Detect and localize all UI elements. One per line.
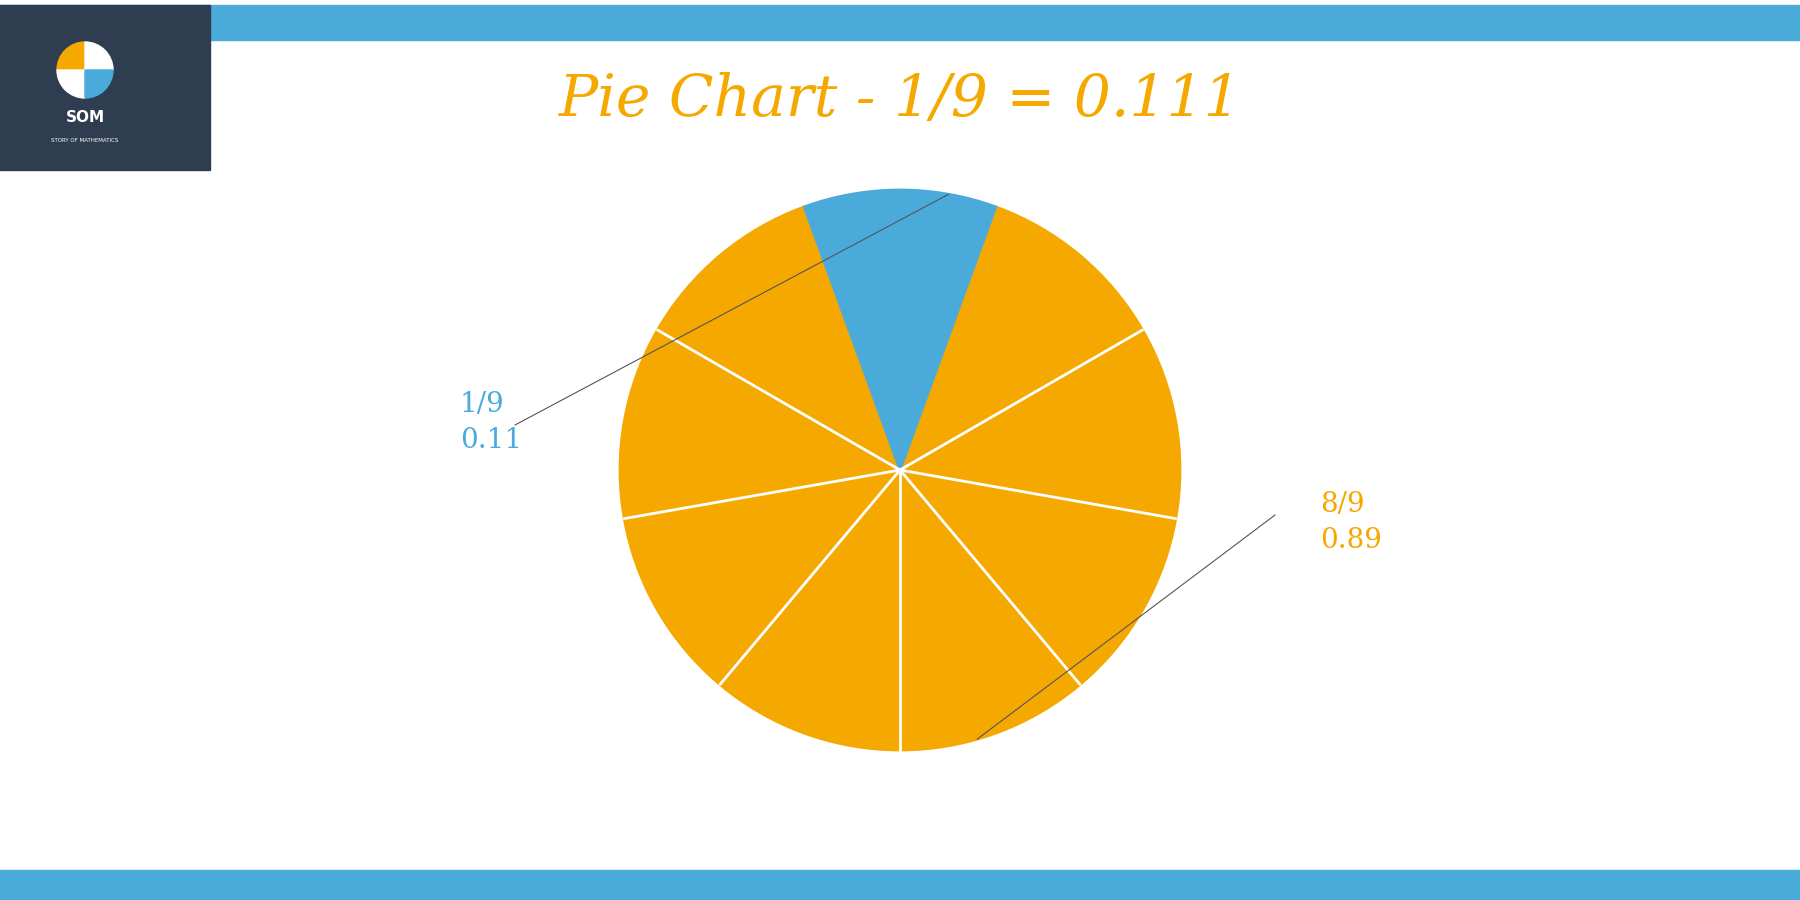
Text: 0.11: 0.11 [461, 427, 522, 454]
Text: 8/9: 8/9 [1319, 491, 1364, 518]
Wedge shape [58, 70, 85, 98]
Bar [0, 5, 1800, 40]
Wedge shape [85, 42, 113, 70]
Wedge shape [805, 190, 995, 470]
Bar [0, 5, 211, 170]
Text: 1/9: 1/9 [461, 392, 504, 418]
Wedge shape [58, 42, 85, 70]
Text: 0.89: 0.89 [1319, 526, 1382, 554]
Wedge shape [619, 207, 1181, 750]
Bar [0, 870, 1800, 900]
Text: STORY OF MATHEMATICS: STORY OF MATHEMATICS [52, 138, 119, 142]
Text: Pie Chart - 1/9 = 0.111: Pie Chart - 1/9 = 0.111 [558, 72, 1242, 128]
Wedge shape [85, 70, 113, 98]
Text: SOM: SOM [65, 111, 104, 125]
